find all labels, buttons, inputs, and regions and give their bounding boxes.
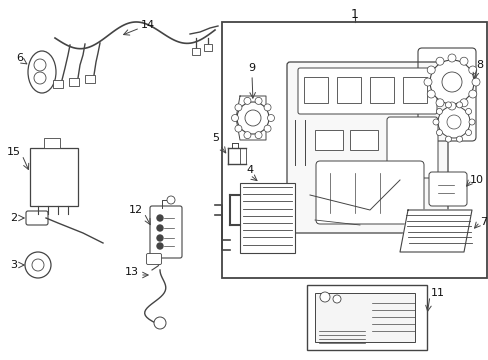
Circle shape xyxy=(234,125,242,132)
Text: 6: 6 xyxy=(17,53,23,63)
Circle shape xyxy=(234,104,242,111)
Bar xyxy=(306,285,426,350)
Circle shape xyxy=(468,66,476,74)
Circle shape xyxy=(157,243,163,249)
Circle shape xyxy=(157,225,163,231)
Circle shape xyxy=(447,54,455,62)
Polygon shape xyxy=(399,210,471,252)
Circle shape xyxy=(435,57,443,65)
Circle shape xyxy=(255,132,262,139)
Text: 14: 14 xyxy=(141,20,155,30)
Bar xyxy=(203,44,212,51)
Circle shape xyxy=(437,106,469,138)
Bar xyxy=(69,78,79,86)
Circle shape xyxy=(465,130,470,136)
Circle shape xyxy=(423,78,431,86)
Circle shape xyxy=(231,114,238,122)
Circle shape xyxy=(436,130,442,136)
Circle shape xyxy=(25,252,51,278)
Bar xyxy=(192,48,200,55)
Circle shape xyxy=(34,59,46,71)
Bar xyxy=(304,77,327,103)
Bar xyxy=(53,80,63,88)
Text: 1: 1 xyxy=(350,8,358,21)
FancyBboxPatch shape xyxy=(315,161,423,224)
Circle shape xyxy=(427,90,434,98)
Circle shape xyxy=(445,102,450,108)
Text: 2: 2 xyxy=(10,213,18,223)
Circle shape xyxy=(319,292,329,302)
Bar xyxy=(314,293,414,342)
Circle shape xyxy=(264,104,270,111)
Circle shape xyxy=(445,136,450,142)
Bar xyxy=(349,130,377,150)
Circle shape xyxy=(264,125,270,132)
Bar xyxy=(369,77,393,103)
Circle shape xyxy=(244,98,250,104)
FancyBboxPatch shape xyxy=(386,117,437,178)
Circle shape xyxy=(435,99,443,107)
Ellipse shape xyxy=(28,51,56,93)
Text: 5: 5 xyxy=(212,133,219,143)
Circle shape xyxy=(237,102,268,134)
Text: 13: 13 xyxy=(125,267,139,277)
Polygon shape xyxy=(236,96,265,140)
FancyBboxPatch shape xyxy=(150,206,182,258)
FancyBboxPatch shape xyxy=(428,172,466,206)
Text: 9: 9 xyxy=(248,63,255,73)
Bar xyxy=(314,130,342,150)
Circle shape xyxy=(244,110,261,126)
Circle shape xyxy=(32,259,44,271)
Circle shape xyxy=(157,215,163,221)
Circle shape xyxy=(267,114,274,122)
Circle shape xyxy=(332,295,340,303)
Circle shape xyxy=(429,60,473,104)
Text: 3: 3 xyxy=(10,260,18,270)
FancyBboxPatch shape xyxy=(26,211,48,225)
Circle shape xyxy=(446,115,460,129)
Circle shape xyxy=(154,317,165,329)
Text: 12: 12 xyxy=(129,205,143,215)
Circle shape xyxy=(255,98,262,104)
Circle shape xyxy=(459,57,467,65)
Bar xyxy=(222,22,486,278)
Bar xyxy=(336,77,360,103)
Circle shape xyxy=(456,102,462,108)
Circle shape xyxy=(441,72,461,92)
Circle shape xyxy=(427,66,434,74)
Text: 7: 7 xyxy=(479,217,487,227)
Circle shape xyxy=(436,108,442,114)
Bar xyxy=(30,148,78,206)
Circle shape xyxy=(34,72,46,84)
FancyBboxPatch shape xyxy=(286,62,447,233)
Circle shape xyxy=(432,119,438,125)
Circle shape xyxy=(468,90,476,98)
Text: 11: 11 xyxy=(430,288,444,298)
FancyBboxPatch shape xyxy=(297,68,436,114)
Circle shape xyxy=(157,235,163,241)
Text: 10: 10 xyxy=(469,175,483,185)
Circle shape xyxy=(244,132,250,139)
Text: 8: 8 xyxy=(475,60,483,70)
Circle shape xyxy=(468,119,474,125)
Circle shape xyxy=(459,99,467,107)
Bar xyxy=(85,75,95,83)
Bar xyxy=(402,77,426,103)
Circle shape xyxy=(447,102,455,110)
Circle shape xyxy=(167,196,175,204)
Text: 15: 15 xyxy=(7,147,21,157)
Text: 4: 4 xyxy=(246,165,253,175)
FancyBboxPatch shape xyxy=(146,253,161,265)
Bar xyxy=(240,183,294,253)
Circle shape xyxy=(456,136,462,142)
Circle shape xyxy=(471,78,479,86)
Bar xyxy=(44,138,60,148)
Circle shape xyxy=(465,108,470,114)
